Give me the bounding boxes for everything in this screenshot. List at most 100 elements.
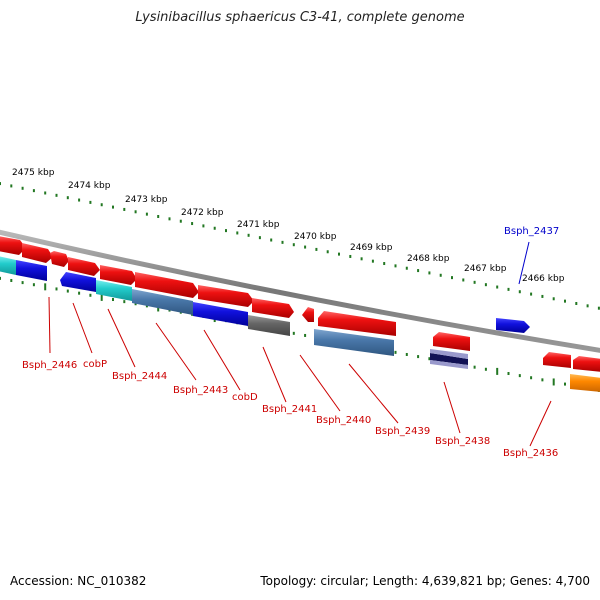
- gene-label-cobd[interactable]: cobD: [232, 392, 258, 403]
- minor-tick: [451, 276, 453, 280]
- minor-tick: [100, 203, 103, 207]
- minor-tick: [89, 200, 92, 204]
- minor-tick: [134, 302, 137, 306]
- minor-tick: [281, 240, 284, 244]
- gene-feature[interactable]: [96, 280, 132, 301]
- major-tick: [100, 293, 103, 301]
- minor-tick: [530, 376, 533, 380]
- minor-tick: [405, 352, 408, 356]
- gene-feature[interactable]: [132, 289, 193, 315]
- minor-tick: [179, 219, 182, 223]
- gene-feature[interactable]: [570, 374, 600, 392]
- minor-tick: [518, 290, 521, 294]
- minor-tick: [552, 297, 555, 301]
- gene-label-bsph-2446[interactable]: Bsph_2446: [22, 360, 77, 371]
- gene-feature[interactable]: [135, 272, 199, 298]
- minor-tick: [564, 382, 566, 386]
- gene-feature[interactable]: [433, 332, 470, 351]
- gene-feature[interactable]: [430, 360, 468, 369]
- gene-feature[interactable]: [0, 256, 16, 275]
- minor-tick: [123, 207, 126, 211]
- gene-label-bsph-2437[interactable]: Bsph_2437: [504, 226, 559, 237]
- gene-feature[interactable]: [60, 272, 96, 292]
- minor-tick: [371, 259, 374, 263]
- kbp-label: 2475 kbp: [12, 168, 55, 178]
- minor-tick: [145, 212, 148, 216]
- gene-label-bsph-2440[interactable]: Bsph_2440: [316, 415, 371, 426]
- minor-tick: [473, 280, 476, 284]
- accession-text: Accession: NC_010382: [10, 574, 147, 588]
- kbp-label: 2471 kbp: [237, 220, 280, 230]
- minor-tick: [439, 273, 442, 277]
- gene-label-bsph-2438[interactable]: Bsph_2438: [435, 436, 490, 447]
- minor-tick: [0, 276, 1, 280]
- gene-labels: Bsph_2446 cobP Bsph_2444 Bsph_2443 cobD …: [22, 226, 559, 459]
- gene-feature[interactable]: [496, 318, 530, 333]
- major-tick: [552, 378, 555, 386]
- gene-feature[interactable]: [100, 265, 137, 285]
- minor-tick: [496, 285, 499, 289]
- gene-feature[interactable]: [248, 315, 290, 336]
- gene-feature[interactable]: [193, 302, 248, 326]
- gene-feature[interactable]: [16, 260, 47, 281]
- minor-tick: [541, 378, 544, 382]
- gene-label-cobp[interactable]: cobP: [83, 359, 107, 370]
- minor-tick: [0, 182, 1, 186]
- gene-label-bsph-2436[interactable]: Bsph_2436: [503, 448, 558, 459]
- gene-feature[interactable]: [318, 311, 396, 336]
- kbp-label: 2469 kbp: [350, 243, 393, 253]
- minor-tick: [168, 217, 171, 221]
- minor-tick: [292, 331, 295, 335]
- minor-tick: [405, 266, 408, 270]
- genome-backbone: [0, 229, 600, 353]
- gene-feature[interactable]: [430, 353, 468, 365]
- minor-tick: [473, 365, 476, 369]
- gene-label-bsph-2444[interactable]: Bsph_2444: [112, 371, 167, 382]
- minor-tick: [484, 283, 487, 287]
- minor-tick: [417, 355, 420, 359]
- minor-tick: [213, 226, 216, 230]
- gene-feature[interactable]: [302, 307, 314, 322]
- gene-feature[interactable]: [198, 285, 254, 307]
- gene-feature[interactable]: [22, 243, 53, 263]
- minor-tick: [383, 262, 386, 266]
- minor-tick: [326, 250, 329, 254]
- minor-tick: [586, 304, 589, 308]
- gene-feature[interactable]: [430, 349, 468, 359]
- gene-feature[interactable]: [543, 352, 571, 368]
- minor-tick: [236, 231, 239, 235]
- minor-tick: [123, 300, 126, 304]
- minor-tick: [304, 245, 307, 249]
- minor-tick: [10, 278, 13, 282]
- minor-tick: [112, 298, 114, 302]
- minor-tick: [191, 222, 194, 226]
- kbp-label: 2474 kbp: [68, 181, 111, 191]
- gene-feature[interactable]: [68, 257, 100, 276]
- gene-feature[interactable]: [252, 298, 294, 318]
- gene-feature[interactable]: [50, 251, 69, 267]
- minor-tick: [157, 214, 160, 218]
- gene-label-bsph-2443[interactable]: Bsph_2443: [173, 385, 228, 396]
- kbp-label: 2472 kbp: [181, 208, 224, 218]
- scale-labels: 2475 kbp 2474 kbp 2473 kbp 2472 kbp 2471…: [12, 168, 565, 284]
- gene-feature[interactable]: [314, 329, 394, 356]
- minor-tick: [66, 289, 69, 293]
- minor-tick: [292, 243, 295, 247]
- outer-scale-ticks: [0, 182, 600, 310]
- gene-label-bsph-2439[interactable]: Bsph_2439: [375, 426, 430, 437]
- minor-tick: [202, 224, 205, 228]
- minor-tick: [315, 247, 318, 251]
- gene-feature[interactable]: [573, 356, 600, 372]
- gene-feature[interactable]: [0, 236, 26, 255]
- topology-text: Topology: circular; Length: 4,639,821 bp…: [260, 574, 590, 588]
- minor-tick: [417, 269, 420, 273]
- gene-label-bsph-2441[interactable]: Bsph_2441: [262, 404, 317, 415]
- label-connectors: [48, 241, 552, 447]
- minor-tick: [258, 236, 261, 240]
- minor-tick: [530, 292, 533, 296]
- minor-tick: [55, 193, 58, 197]
- minor-tick: [21, 186, 24, 190]
- minor-tick: [507, 287, 510, 291]
- minor-tick: [428, 271, 431, 275]
